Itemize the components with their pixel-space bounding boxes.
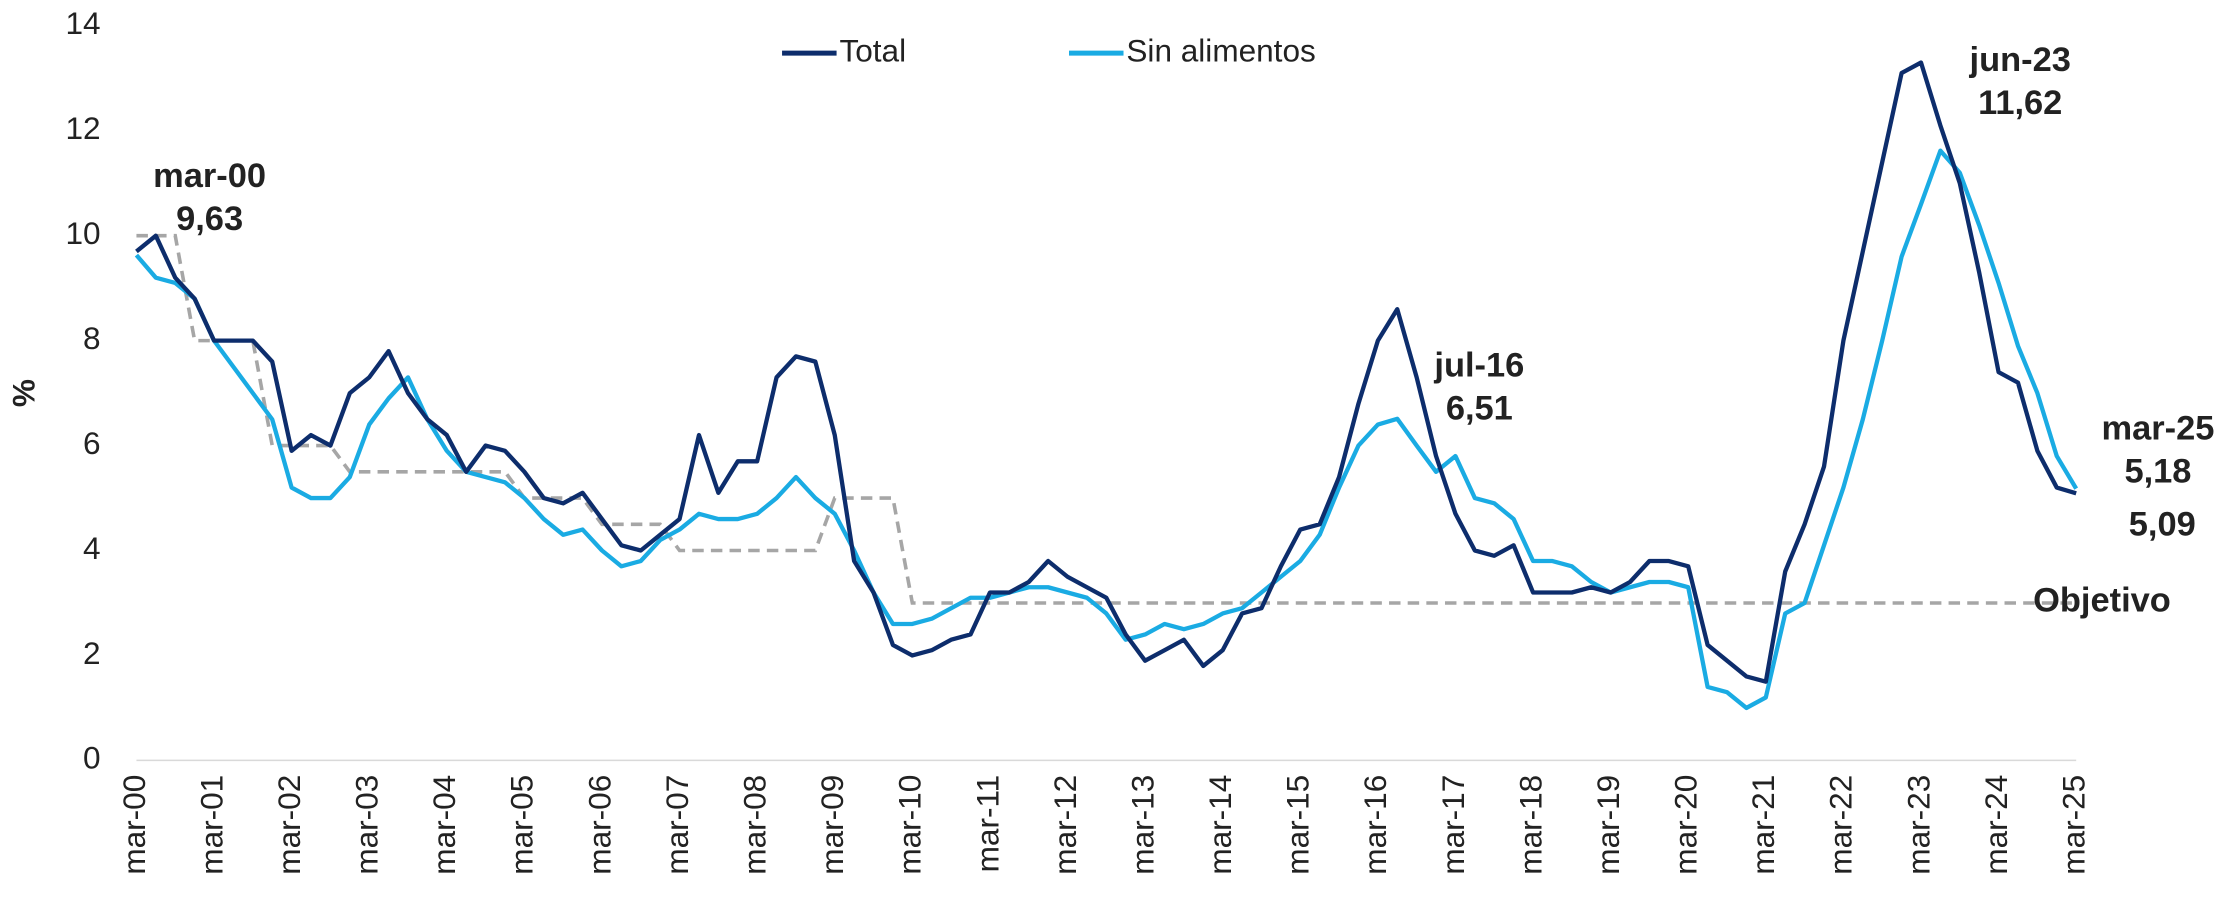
- annotation-value: 6,51: [1446, 389, 1513, 427]
- x-tick-label: mar-09: [814, 775, 850, 875]
- y-tick-label: 0: [83, 740, 101, 776]
- annotation-date: jun-23: [1969, 41, 2071, 79]
- x-tick-label: mar-11: [969, 775, 1005, 873]
- target-label: Objetivo: [2033, 582, 2171, 620]
- x-tick-label: mar-03: [349, 775, 385, 875]
- legend-label: Total: [839, 32, 906, 68]
- x-tick-label: mar-05: [504, 775, 540, 875]
- x-tick-label: mar-20: [1668, 775, 1704, 875]
- x-tick-label: mar-18: [1512, 775, 1548, 875]
- x-tick-label: mar-25: [2056, 775, 2092, 875]
- x-tick-label: mar-02: [271, 775, 307, 875]
- x-tick-label: mar-13: [1124, 775, 1160, 875]
- y-tick-label: 6: [83, 425, 101, 461]
- y-tick-label: 2: [83, 635, 101, 671]
- x-tick-label: mar-12: [1047, 775, 1083, 875]
- annotation-date: jul-16: [1433, 346, 1524, 384]
- series-line: [134, 148, 2079, 711]
- x-tick-label: mar-06: [581, 775, 617, 875]
- annotation-value: 5,09: [2129, 506, 2196, 544]
- annotation-date: mar-25: [2101, 410, 2214, 448]
- x-tick-label: mar-22: [1823, 775, 1859, 875]
- x-tick-label: mar-24: [1978, 775, 2014, 875]
- x-tick-label: mar-04: [426, 775, 462, 875]
- y-tick-label: 8: [83, 320, 101, 356]
- x-tick-label: mar-21: [1745, 775, 1781, 875]
- annotation-date: mar-00: [153, 157, 266, 195]
- x-tick-label: mar-15: [1280, 775, 1316, 875]
- x-tick-label: mar-16: [1357, 775, 1393, 875]
- x-tick-label: mar-17: [1435, 775, 1471, 875]
- x-tick-label: mar-07: [659, 775, 695, 875]
- x-tick-label: mar-08: [736, 775, 772, 875]
- y-tick-label: 4: [83, 530, 101, 566]
- x-tick-label: mar-23: [1900, 775, 1936, 875]
- target-line: [136, 233, 2077, 605]
- x-tick-label: mar-19: [1590, 775, 1626, 875]
- annotation-value: 9,63: [176, 200, 243, 238]
- x-tick-label: mar-14: [1202, 775, 1238, 875]
- annotation-value: 11,62: [1978, 84, 2062, 122]
- legend-label: Sin alimentos: [1126, 32, 1315, 68]
- y-axis-label: %: [5, 379, 41, 407]
- x-tick-label: mar-10: [892, 775, 928, 875]
- x-tick-label: mar-01: [193, 775, 229, 875]
- x-tick-label: mar-00: [116, 775, 152, 875]
- y-tick-label: 12: [65, 110, 100, 146]
- y-tick-label: 14: [65, 5, 100, 41]
- series-line: [135, 60, 2077, 684]
- annotation-value: 5,18: [2124, 453, 2191, 491]
- y-tick-label: 10: [65, 215, 100, 251]
